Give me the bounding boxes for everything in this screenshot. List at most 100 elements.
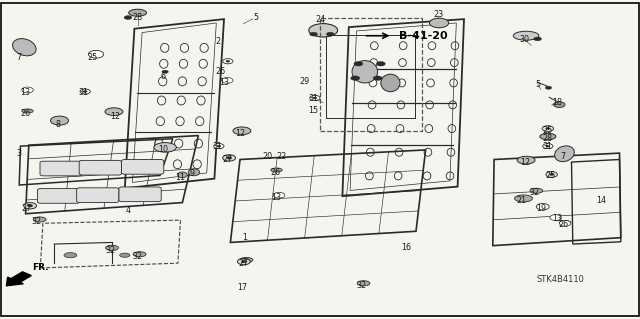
Ellipse shape <box>177 172 187 178</box>
Circle shape <box>88 50 104 58</box>
Ellipse shape <box>555 146 574 162</box>
Ellipse shape <box>233 127 251 135</box>
Text: 25: 25 <box>545 171 556 180</box>
Text: 15: 15 <box>308 106 319 115</box>
Ellipse shape <box>13 39 36 56</box>
Circle shape <box>241 260 246 263</box>
Ellipse shape <box>120 253 130 257</box>
Text: 14: 14 <box>596 197 607 205</box>
Circle shape <box>310 32 317 36</box>
Ellipse shape <box>154 143 177 152</box>
FancyBboxPatch shape <box>77 188 119 203</box>
Text: STK4B4110: STK4B4110 <box>536 275 584 284</box>
Circle shape <box>546 145 550 147</box>
Text: 25: 25 <box>88 53 98 62</box>
Circle shape <box>276 194 282 197</box>
Text: 27: 27 <box>22 204 32 213</box>
Text: 27: 27 <box>222 155 232 164</box>
Text: 5: 5 <box>253 13 259 22</box>
Circle shape <box>227 157 232 159</box>
Text: 13: 13 <box>271 193 282 202</box>
Circle shape <box>214 144 224 149</box>
Circle shape <box>534 37 541 41</box>
Circle shape <box>162 70 168 73</box>
Ellipse shape <box>540 133 556 140</box>
Text: 23: 23 <box>433 10 444 19</box>
Ellipse shape <box>33 217 46 222</box>
Circle shape <box>543 144 553 149</box>
Circle shape <box>221 78 233 83</box>
Circle shape <box>550 215 561 220</box>
FancyBboxPatch shape <box>122 160 164 174</box>
FancyBboxPatch shape <box>40 161 83 176</box>
Ellipse shape <box>51 116 68 125</box>
Circle shape <box>376 62 385 66</box>
Text: 7: 7 <box>561 152 566 161</box>
Circle shape <box>552 216 559 219</box>
Text: 1: 1 <box>242 233 247 242</box>
Ellipse shape <box>357 281 370 286</box>
Circle shape <box>354 62 363 66</box>
Text: 32: 32 <box>356 281 367 290</box>
FancyBboxPatch shape <box>119 187 161 202</box>
Text: 24: 24 <box>315 15 325 24</box>
Ellipse shape <box>240 257 253 263</box>
FancyBboxPatch shape <box>79 160 122 175</box>
Text: B-41-20: B-41-20 <box>399 31 447 41</box>
Circle shape <box>92 52 100 56</box>
Circle shape <box>28 204 33 207</box>
Text: 12: 12 <box>520 158 530 167</box>
Text: 20: 20 <box>262 152 273 161</box>
Ellipse shape <box>513 31 539 40</box>
Text: 13: 13 <box>552 214 562 223</box>
Circle shape <box>83 91 87 93</box>
Text: 8: 8 <box>55 120 60 129</box>
Circle shape <box>536 204 549 210</box>
Ellipse shape <box>381 74 400 92</box>
Circle shape <box>24 88 31 92</box>
Circle shape <box>226 60 230 62</box>
Circle shape <box>237 258 250 265</box>
Text: 29: 29 <box>299 77 309 86</box>
Text: 18: 18 <box>552 98 562 107</box>
Text: 12: 12 <box>235 130 245 138</box>
Ellipse shape <box>554 102 565 108</box>
Text: 16: 16 <box>401 243 412 252</box>
Circle shape <box>373 76 382 80</box>
Text: 25: 25 <box>542 126 552 135</box>
Text: FR.: FR. <box>32 263 49 272</box>
Text: 32: 32 <box>31 217 42 226</box>
Text: 27: 27 <box>238 259 248 268</box>
Ellipse shape <box>22 109 33 113</box>
Text: 26: 26 <box>216 67 226 76</box>
Text: 2: 2 <box>215 37 220 46</box>
Circle shape <box>539 205 547 209</box>
Circle shape <box>550 174 554 175</box>
Text: 30: 30 <box>520 35 530 44</box>
Circle shape <box>22 87 33 93</box>
Text: 31: 31 <box>308 94 319 103</box>
Text: 7: 7 <box>17 53 22 62</box>
Circle shape <box>545 86 552 89</box>
Text: 32: 32 <box>105 246 115 255</box>
Circle shape <box>542 126 554 131</box>
Text: 4: 4 <box>125 206 131 215</box>
Ellipse shape <box>517 156 535 164</box>
FancyArrow shape <box>6 272 31 286</box>
Circle shape <box>546 172 557 177</box>
Ellipse shape <box>271 168 282 172</box>
Text: 12: 12 <box>110 112 120 121</box>
Ellipse shape <box>64 253 77 258</box>
Ellipse shape <box>530 188 543 193</box>
Circle shape <box>80 89 90 94</box>
Circle shape <box>217 145 221 147</box>
Text: 13: 13 <box>20 88 31 97</box>
Ellipse shape <box>133 252 146 257</box>
Ellipse shape <box>188 169 200 176</box>
Ellipse shape <box>559 221 571 225</box>
Text: 32: 32 <box>132 252 143 261</box>
Circle shape <box>559 220 571 226</box>
Text: 13: 13 <box>219 78 229 87</box>
Text: 3: 3 <box>17 149 22 158</box>
Circle shape <box>224 79 230 82</box>
